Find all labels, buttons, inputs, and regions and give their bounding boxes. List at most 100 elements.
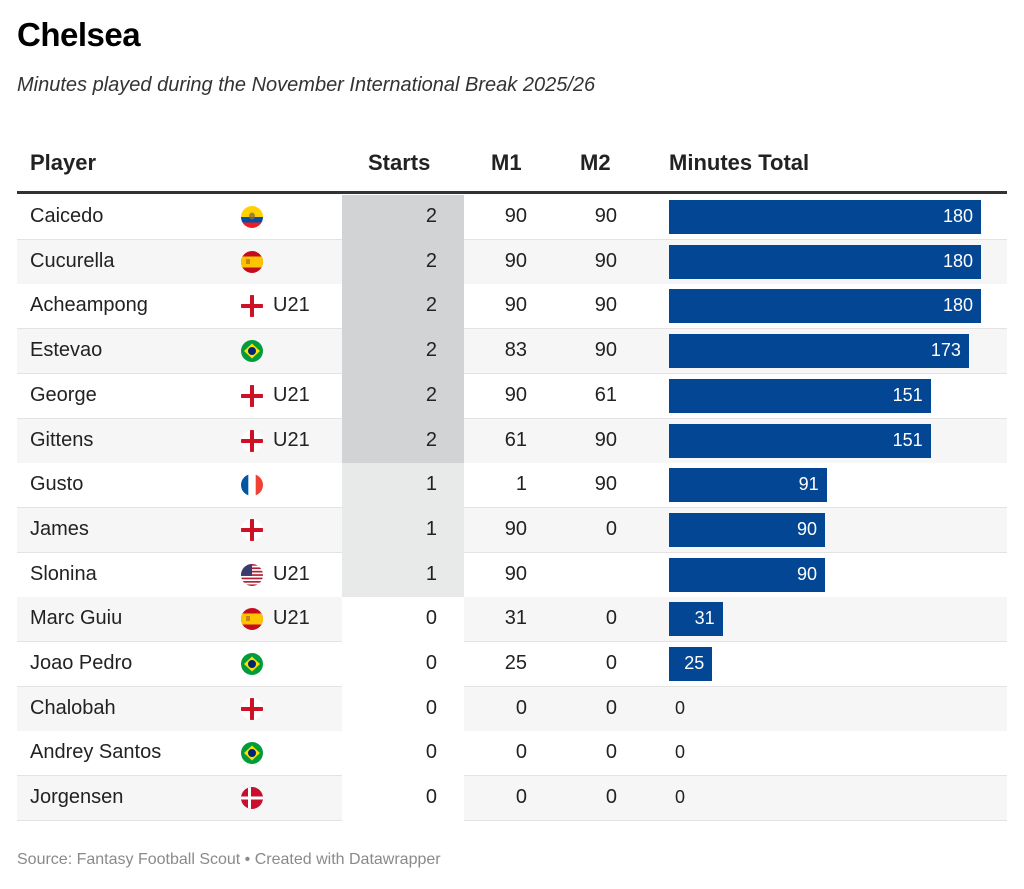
player-name: James: [30, 517, 89, 540]
brazil-flag-icon: [241, 653, 263, 675]
header-m2[interactable]: M2: [580, 150, 611, 175]
starts-value: 0: [425, 786, 437, 809]
m2-value: 90: [594, 473, 617, 496]
starts-value: 0: [425, 696, 437, 719]
minutes-bar: [669, 423, 931, 458]
m1-value: 25: [504, 652, 527, 674]
table-row: Marc Guiu U21 0 31 0 31: [17, 597, 1007, 643]
minutes-total-label: 25: [684, 653, 705, 673]
table-row: Andrey Santos 0 0 0 0: [17, 731, 1007, 777]
header-starts[interactable]: Starts: [368, 150, 431, 175]
table-row: Caicedo 2 90 90 180: [17, 195, 1007, 240]
m1-value: 90: [504, 562, 527, 585]
minutes-total-label: 0: [675, 697, 686, 718]
m1-value: 0: [515, 741, 527, 764]
u21-tag: U21: [273, 294, 310, 317]
minutes-total-label: 31: [694, 608, 715, 629]
table-row: George U21 2 90 61 151: [17, 373, 1007, 419]
minutes-bar: [669, 289, 981, 324]
minutes-bar: [669, 244, 981, 279]
m1-value: 0: [515, 786, 527, 809]
m2-value: 0: [605, 786, 617, 809]
header-minutes-total[interactable]: Minutes Total: [669, 150, 810, 175]
starts-value: 1: [425, 562, 437, 585]
starts-cell: 2: [342, 284, 464, 330]
minutes-total-label: 173: [930, 340, 961, 361]
minutes-total-label: 90: [796, 563, 817, 584]
spain-flag-icon: [241, 608, 263, 631]
england-flag-icon: [241, 518, 263, 541]
header-player[interactable]: Player: [30, 150, 97, 175]
table-row: Estevao 2 83 90 173: [17, 329, 1007, 375]
player-name: Gittens: [30, 428, 94, 451]
m2-value: 90: [594, 205, 617, 227]
m2-value: 90: [594, 249, 617, 272]
ecuador-flag-icon: [241, 206, 263, 228]
player-name: Acheampong: [30, 294, 148, 317]
minutes-bar: [669, 378, 931, 413]
table-row: Gittens U21 2 61 90 151: [17, 418, 1007, 464]
starts-cell: 2: [342, 329, 464, 375]
starts-value: 2: [425, 294, 437, 317]
minutes-total-label: 0: [675, 742, 686, 763]
england-flag-icon: [241, 697, 263, 720]
starts-value: 2: [425, 205, 437, 227]
m1-value: 90: [504, 383, 527, 406]
minutes-total-label: 180: [942, 206, 973, 226]
u21-tag: U21: [273, 383, 310, 406]
table-row: Slonina U21 1 90 90: [17, 552, 1007, 598]
starts-cell: 0: [342, 597, 464, 643]
chart-subtitle: Minutes played during the November Inter…: [17, 74, 596, 96]
table-header: Player Starts M1 M2 Minutes Total: [17, 140, 1007, 194]
minutes-bar: [669, 647, 713, 681]
table-row: James 1 90 0 90: [17, 507, 1007, 553]
m1-value: 31: [504, 607, 527, 630]
starts-cell: 2: [342, 195, 464, 240]
starts-cell: 2: [342, 373, 464, 419]
starts-value: 1: [425, 473, 437, 496]
player-name: Gusto: [30, 473, 84, 496]
spain-flag-icon: [241, 250, 263, 273]
player-name: George: [30, 383, 97, 406]
england-flag-icon: [241, 384, 263, 407]
chart-title: Chelsea: [17, 16, 141, 53]
m1-value: 83: [504, 339, 527, 362]
m1-value: 61: [504, 428, 527, 451]
source-note: Source: Fantasy Football Scout • Created…: [17, 851, 441, 868]
starts-value: 2: [425, 383, 437, 406]
starts-value: 0: [425, 607, 437, 630]
minutes-total-label: 180: [942, 295, 973, 316]
minutes-total-label: 151: [892, 429, 923, 450]
player-name: Caicedo: [30, 205, 104, 227]
player-name: Andrey Santos: [30, 741, 162, 764]
usa-flag-icon: [241, 563, 263, 586]
u21-tag: U21: [273, 428, 310, 451]
starts-value: 0: [425, 741, 437, 764]
minutes-total-label: 90: [796, 518, 817, 539]
m2-value: 0: [605, 741, 617, 764]
m2-value: 90: [594, 428, 617, 451]
header-m1[interactable]: M1: [491, 150, 522, 175]
minutes-bar: [669, 602, 723, 637]
starts-value: 0: [425, 652, 437, 674]
england-flag-icon: [241, 429, 263, 452]
table-row: Jorgensen 0 0 0 0: [17, 776, 1007, 822]
table-row: Chalobah 0 0 0 0: [17, 686, 1007, 732]
player-name: Estevao: [30, 339, 103, 362]
starts-cell: 1: [342, 463, 464, 509]
m1-value: 90: [504, 294, 527, 317]
minutes-total-label: 151: [892, 384, 923, 405]
m2-value: 0: [605, 607, 617, 630]
france-flag-icon: [241, 474, 263, 497]
starts-cell: 0: [342, 776, 464, 822]
minutes-bar: [669, 334, 969, 369]
m2-value: 0: [605, 517, 617, 540]
starts-value: 2: [425, 339, 437, 362]
m2-value: 0: [605, 652, 617, 674]
u21-tag: U21: [273, 562, 310, 585]
table-row: Acheampong U21 2 90 90 180: [17, 284, 1007, 330]
brazil-flag-icon: [241, 742, 263, 765]
starts-value: 1: [425, 517, 437, 540]
starts-cell: 0: [342, 731, 464, 777]
player-name: Slonina: [30, 562, 97, 585]
